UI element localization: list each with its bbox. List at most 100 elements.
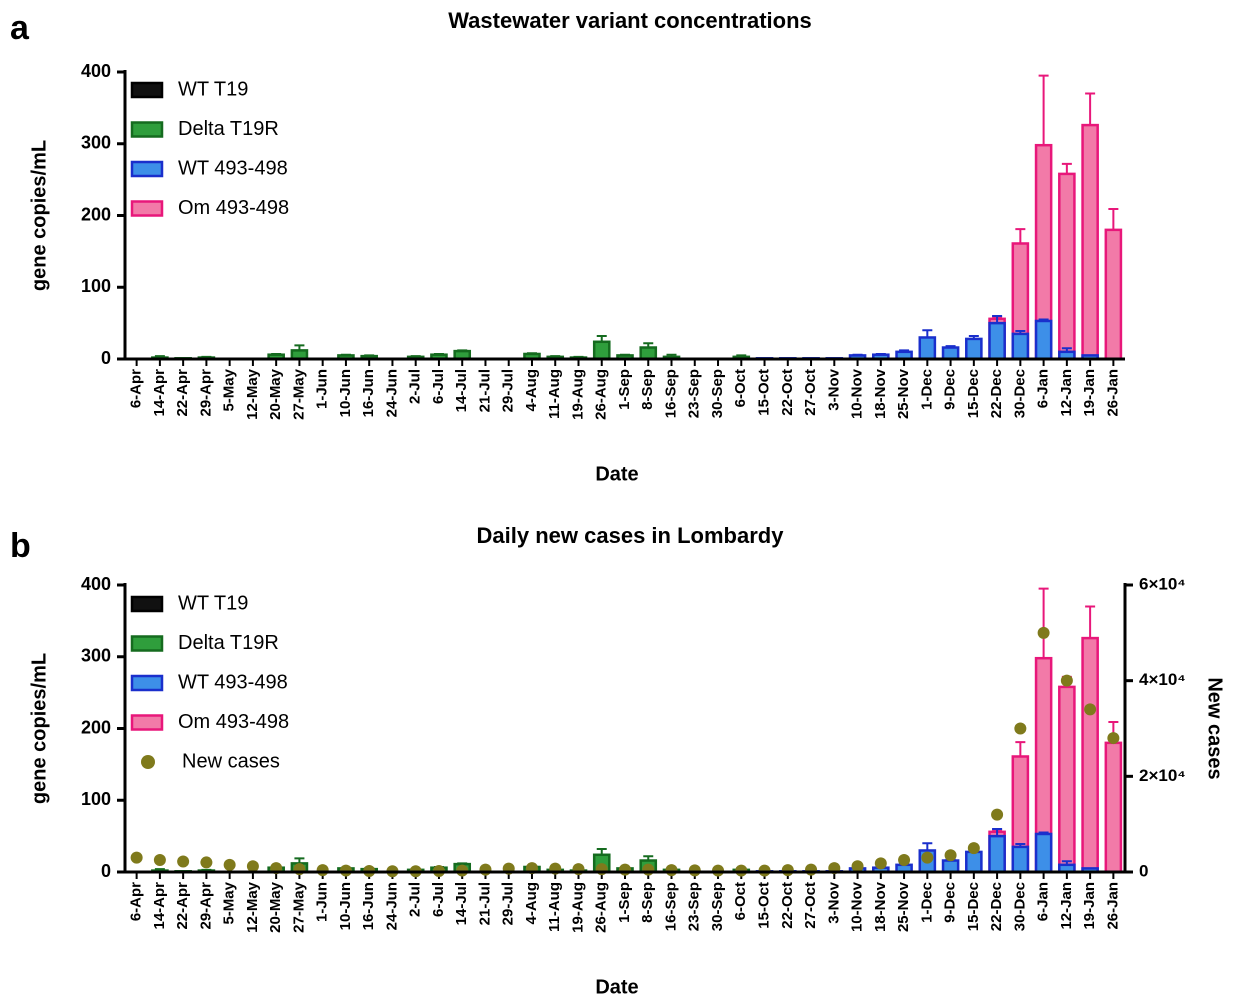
x-tick-label: 6-Apr (128, 369, 145, 408)
x-tick-label: 18-Nov (872, 368, 889, 419)
scatter-point (153, 854, 166, 867)
x-tick-label: 19-Jan (1081, 882, 1098, 930)
panel-label: b (10, 527, 31, 565)
x-tick-label: 6-Jul (430, 369, 447, 404)
chart-title: Wastewater variant concentrations (448, 8, 812, 33)
scatter-point (479, 863, 492, 876)
scatter-point (805, 863, 818, 876)
x-tick-label: 19-Jan (1081, 369, 1098, 417)
y2-tick-label: 4×10⁴ (1139, 670, 1186, 689)
y-axis-label: gene copies/mL (28, 653, 50, 804)
legend-label: WT 493-498 (178, 671, 288, 693)
x-tick-label: 22-Apr (174, 369, 191, 417)
scatter-point (316, 864, 329, 877)
x-tick-label: 2-Jul (407, 882, 424, 917)
error-bar (1038, 74, 1049, 146)
scatter-point (642, 863, 655, 876)
legend-swatch (130, 81, 164, 99)
scatter-point (967, 842, 980, 855)
legend-marker (141, 755, 155, 769)
x-tick-label: 9-Dec (942, 369, 959, 410)
panel-label: a (10, 9, 30, 47)
x-tick-label: 26-Aug (593, 369, 610, 420)
y-axis-label: gene copies/mL (28, 140, 50, 291)
bar (988, 834, 1006, 874)
x-tick-label: 30-Dec (1011, 369, 1028, 418)
x-tick-label: 24-Jun (383, 882, 400, 930)
x-tick-label: 20-May (267, 881, 284, 933)
legend-label: Om 493-498 (178, 197, 289, 219)
x-tick-label: 27-May (290, 881, 307, 933)
y2-axis-label: New cases (1204, 677, 1226, 779)
x-tick-label: 4-Aug (523, 882, 540, 925)
x-tick-label: 27-May (290, 368, 307, 420)
x-tick-label: 14-Apr (151, 369, 168, 417)
x-tick-label: 12-Jan (1058, 882, 1075, 930)
scatter-point (665, 864, 678, 877)
scatter-point (1060, 674, 1073, 687)
x-tick-label: 11-Aug (546, 882, 563, 932)
bar (1058, 172, 1076, 361)
legend-swatch (130, 200, 164, 217)
x-tick-label: 16-Jun (360, 882, 377, 930)
chart-title: Daily new cases in Lombardy (477, 523, 785, 548)
legend-label: WT T19 (178, 78, 248, 100)
x-tick-label: 1-Dec (918, 369, 935, 410)
x-tick-label: 15-Oct (756, 369, 773, 416)
x-tick-label: 21-Jul (476, 882, 493, 925)
legend-swatch (130, 635, 164, 652)
bar (918, 336, 937, 361)
x-tick-label: 22-Oct (779, 882, 796, 929)
x-tick-label: 18-Nov (872, 881, 889, 932)
bar (1011, 332, 1030, 361)
bar (1034, 832, 1053, 874)
x-tick-label: 9-Dec (942, 882, 959, 923)
x-tick-label: 22-Dec (988, 369, 1005, 418)
error-bar (1015, 741, 1026, 757)
x-tick-label: 6-Oct (732, 369, 749, 407)
scatter-point (1107, 732, 1120, 745)
x-tick-label: 1-Sep (616, 882, 633, 923)
x-tick-label: 29-Apr (197, 882, 214, 930)
scatter-point (921, 851, 934, 864)
scatter-point (177, 855, 190, 868)
x-tick-label: 8-Sep (639, 369, 656, 410)
bar (1081, 123, 1099, 361)
x-tick-label: 14-Apr (151, 882, 168, 930)
y2-tick-label: 0 (1139, 861, 1148, 880)
x-tick-label: 26-Aug (593, 882, 610, 933)
x-tick-label: 8-Sep (639, 882, 656, 923)
x-tick-label: 12-May (244, 881, 261, 933)
x-tick-label: 20-May (267, 368, 284, 420)
y-tick-label: 100 (81, 276, 111, 296)
scatter-point (200, 856, 213, 869)
bar (1104, 228, 1123, 361)
x-tick-label: 6-Jan (1035, 369, 1052, 408)
x-tick-label: 4-Aug (523, 369, 540, 412)
x-tick-label: 12-May (244, 368, 261, 420)
x-tick-label: 10-Nov (849, 368, 866, 419)
x-tick-label: 29-Jul (500, 882, 517, 925)
bar (1011, 845, 1030, 874)
bar (988, 321, 1006, 361)
x-tick-label: 30-Sep (709, 369, 726, 418)
bar (965, 337, 983, 361)
x-tick-label: 19-Aug (569, 882, 586, 933)
x-tick-label: 1-Dec (918, 882, 935, 923)
x-tick-label: 10-Jun (337, 369, 354, 417)
legend-label: Delta T19R (178, 118, 279, 140)
legend-label: WT 493-498 (178, 157, 288, 179)
scatter-point (1084, 703, 1097, 716)
legend-label: Om 493-498 (178, 711, 289, 733)
x-tick-label: 27-Oct (802, 882, 819, 929)
y-tick-label: 400 (81, 61, 111, 81)
scatter-point (898, 854, 911, 867)
scatter-point (781, 864, 794, 877)
x-tick-label: 3-Nov (825, 368, 842, 410)
x-axis-label: Date (595, 463, 638, 485)
y2-tick-label: 2×10⁴ (1139, 766, 1186, 785)
legend-swatch (130, 121, 164, 138)
x-tick-label: 6-Jul (430, 882, 447, 917)
y-tick-label: 100 (81, 789, 111, 809)
scatter-point (223, 858, 236, 871)
